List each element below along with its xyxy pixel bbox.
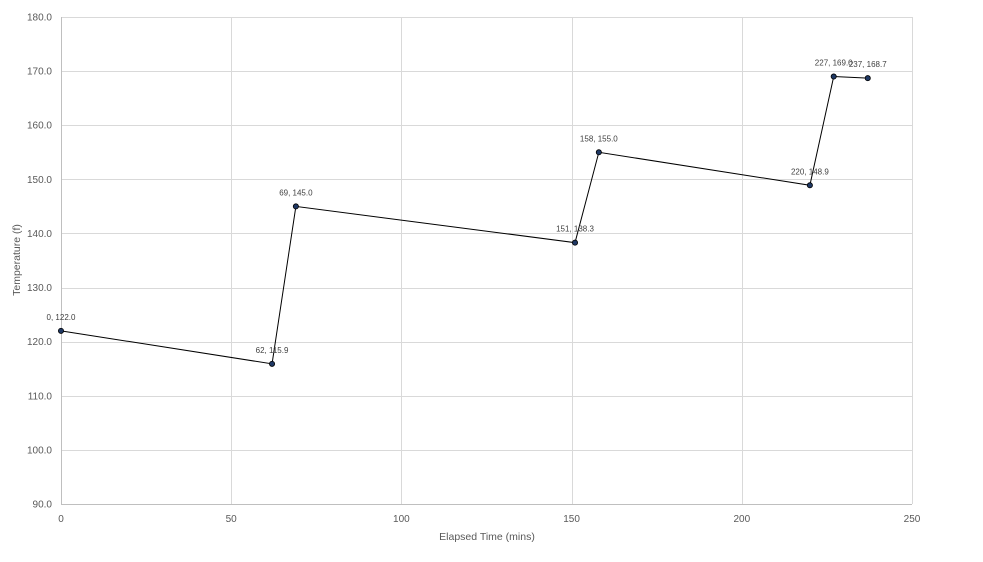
series-line xyxy=(60,76,868,365)
x-tick-label: 0 xyxy=(58,514,64,525)
y-tick-label: 150.0 xyxy=(27,175,52,186)
y-tick-label: 100.0 xyxy=(27,445,52,456)
y-tick-label: 170.0 xyxy=(27,67,52,78)
y-axis-title: Temperature (f) xyxy=(11,224,23,296)
data-label: 151, 138.3 xyxy=(556,225,594,234)
data-point xyxy=(864,75,871,82)
data-point xyxy=(572,239,579,246)
data-point xyxy=(595,149,602,156)
tick-labels: 90.0 100.0 110.0 120.0 130.0 140.0 150.0 160.0 1… xyxy=(27,13,921,526)
y-tick-label: 110.0 xyxy=(28,391,53,402)
y-tick-label: 90.0 xyxy=(33,500,53,511)
series xyxy=(58,73,871,367)
data-point xyxy=(806,182,813,189)
x-tick-label: 150 xyxy=(563,514,580,525)
axes xyxy=(61,17,912,505)
data-point xyxy=(292,203,299,210)
data-labels: 0, 122.0 62, 115.9 69, 145.0 151, 138.3 158,… xyxy=(47,59,888,355)
y-tick-label: 180.0 xyxy=(27,13,52,24)
y-tick-label: 140.0 xyxy=(27,229,52,240)
y-tick-label: 160.0 xyxy=(27,121,52,132)
data-label: 62, 115.9 xyxy=(256,346,289,355)
y-tick-label: 130.0 xyxy=(27,283,52,294)
data-label: 227, 169.0 xyxy=(815,59,853,68)
data-label: 69, 145.0 xyxy=(279,188,313,197)
data-point xyxy=(58,327,65,334)
x-tick-label: 50 xyxy=(226,514,238,525)
x-tick-label: 250 xyxy=(904,514,921,525)
x-tick-label: 100 xyxy=(393,514,410,525)
data-point xyxy=(269,360,276,367)
gridlines xyxy=(61,17,913,504)
data-point xyxy=(830,73,837,80)
data-label: 0, 122.0 xyxy=(47,313,76,322)
y-tick-label: 120.0 xyxy=(27,337,52,348)
x-tick-label: 200 xyxy=(733,514,750,525)
data-label: 220, 148.9 xyxy=(791,167,829,176)
x-axis-title: Elapsed Time (mins) xyxy=(439,531,535,543)
data-label: 158, 155.0 xyxy=(580,134,618,143)
data-label: 237, 168.7 xyxy=(849,60,887,69)
